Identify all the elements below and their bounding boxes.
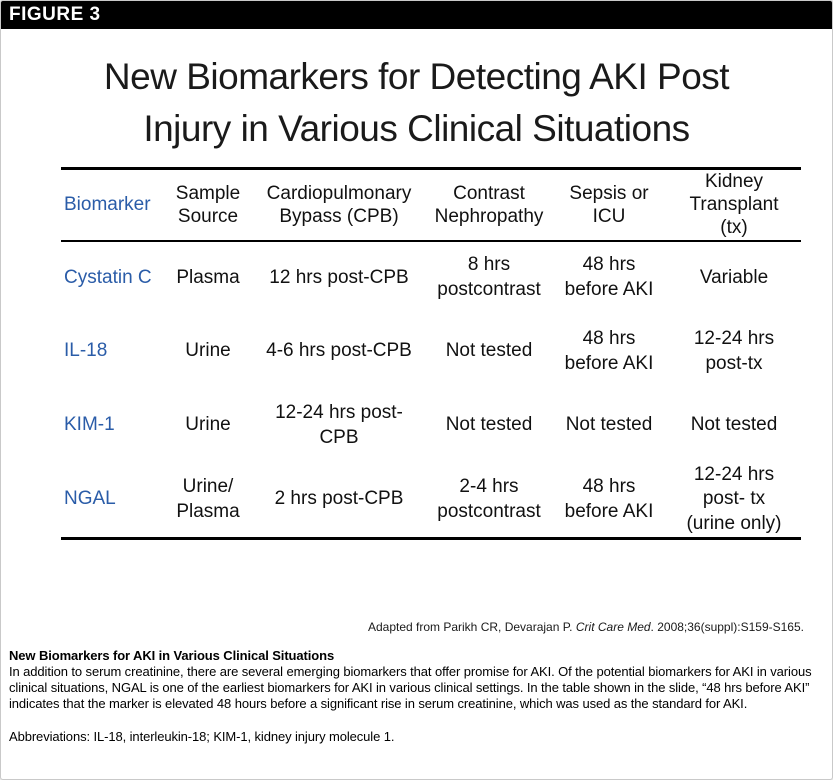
caption-heading: New Biomarkers for AKI in Various Clinic…: [9, 647, 335, 663]
figure-banner: FIGURE 3: [1, 1, 832, 29]
column-header-contrast-nephropathy: Contrast Nephropathy: [427, 168, 551, 242]
table-row-il-18: IL-18 Urine 4-6 hrs post-CPB Not tested …: [61, 315, 801, 389]
cell-kidney-transplant: Not tested: [690, 414, 778, 436]
cell-contrast-nephropathy: Not tested: [445, 414, 533, 436]
citation-prefix: Adapted from Parikh CR, Devarajan P.: [367, 619, 576, 634]
cell-cpb: 4-6 hrs post-CPB: [266, 340, 412, 362]
cell-kidney-transplant: 12-24 hrs post- tx (urine only): [686, 463, 782, 534]
slide-title-line-1: New Biomarkers for Detecting AKI Post: [103, 56, 730, 97]
table-header-row: Biomarker Sample Source Cardiopulmonary …: [61, 168, 801, 242]
cell-kidney-transplant: Variable: [699, 266, 769, 288]
citation-suffix: . 2008;36(suppl):S159-S165.: [650, 619, 804, 634]
cell-biomarker-name: KIM-1: [64, 414, 115, 436]
column-header-kidney-transplant: Kidney Transplant (tx): [667, 168, 801, 242]
cell-kidney-transplant: 12-24 hrs post-tx: [693, 327, 775, 374]
cell-cpb: 2 hrs post-CPB: [274, 488, 404, 510]
cell-biomarker-name: NGAL: [64, 488, 116, 510]
column-header-sample-source: Sample Source: [165, 168, 251, 242]
cell-sepsis-icu: 48 hrs before AKI: [564, 475, 654, 522]
cell-sepsis-icu: Not tested: [565, 414, 653, 436]
cell-contrast-nephropathy: 2-4 hrs postcontrast: [437, 475, 541, 522]
cell-cpb: 12-24 hrs post- CPB: [275, 401, 403, 448]
slide-title-line-2: Injury in Various Clinical Situations: [143, 108, 690, 149]
caption-block: New Biomarkers for AKI in Various Clinic…: [9, 648, 824, 745]
cell-contrast-nephropathy: 8 hrs postcontrast: [437, 254, 541, 301]
cell-biomarker-name: Cystatin C: [64, 266, 152, 288]
cell-cpb: 12 hrs post-CPB: [269, 266, 409, 288]
table-row-kim-1: KIM-1 Urine 12-24 hrs post- CPB Not test…: [61, 389, 801, 463]
cell-sample-source: Urine: [185, 340, 231, 362]
column-header-biomarker: Biomarker: [61, 168, 165, 242]
cell-sample-source: Urine/ Plasma: [176, 475, 240, 522]
figure-label: FIGURE 3: [9, 4, 101, 25]
caption-body: In addition to serum creatinine, there a…: [9, 663, 812, 712]
cell-sepsis-icu: 48 hrs before AKI: [564, 254, 654, 301]
cell-sepsis-icu: 48 hrs before AKI: [564, 327, 654, 374]
cell-biomarker-name: IL-18: [64, 340, 108, 362]
cell-contrast-nephropathy: Not tested: [445, 340, 533, 362]
abbreviations: Abbreviations: IL-18, interleukin-18; KI…: [9, 728, 395, 744]
table-row-cystatin-c: Cystatin C Plasma 12 hrs post-CPB 8 hrs …: [61, 241, 801, 315]
cell-sample-source: Plasma: [176, 266, 240, 288]
cell-sample-source: Urine: [185, 414, 231, 436]
table-row-ngal: NGAL Urine/ Plasma 2 hrs post-CPB 2-4 hr…: [61, 463, 801, 539]
citation: Adapted from Parikh CR, Devarajan P. Cri…: [1, 620, 804, 634]
column-header-cpb: Cardiopulmonary Bypass (CPB): [251, 168, 427, 242]
biomarker-table: Biomarker Sample Source Cardiopulmonary …: [61, 167, 801, 540]
column-header-sepsis-icu: Sepsis or ICU: [551, 168, 667, 242]
citation-journal: Crit Care Med: [575, 619, 651, 634]
slide: New Biomarkers for Detecting AKI Post Inj…: [1, 51, 832, 634]
slide-title: New Biomarkers for Detecting AKI Post Inj…: [13, 51, 820, 155]
